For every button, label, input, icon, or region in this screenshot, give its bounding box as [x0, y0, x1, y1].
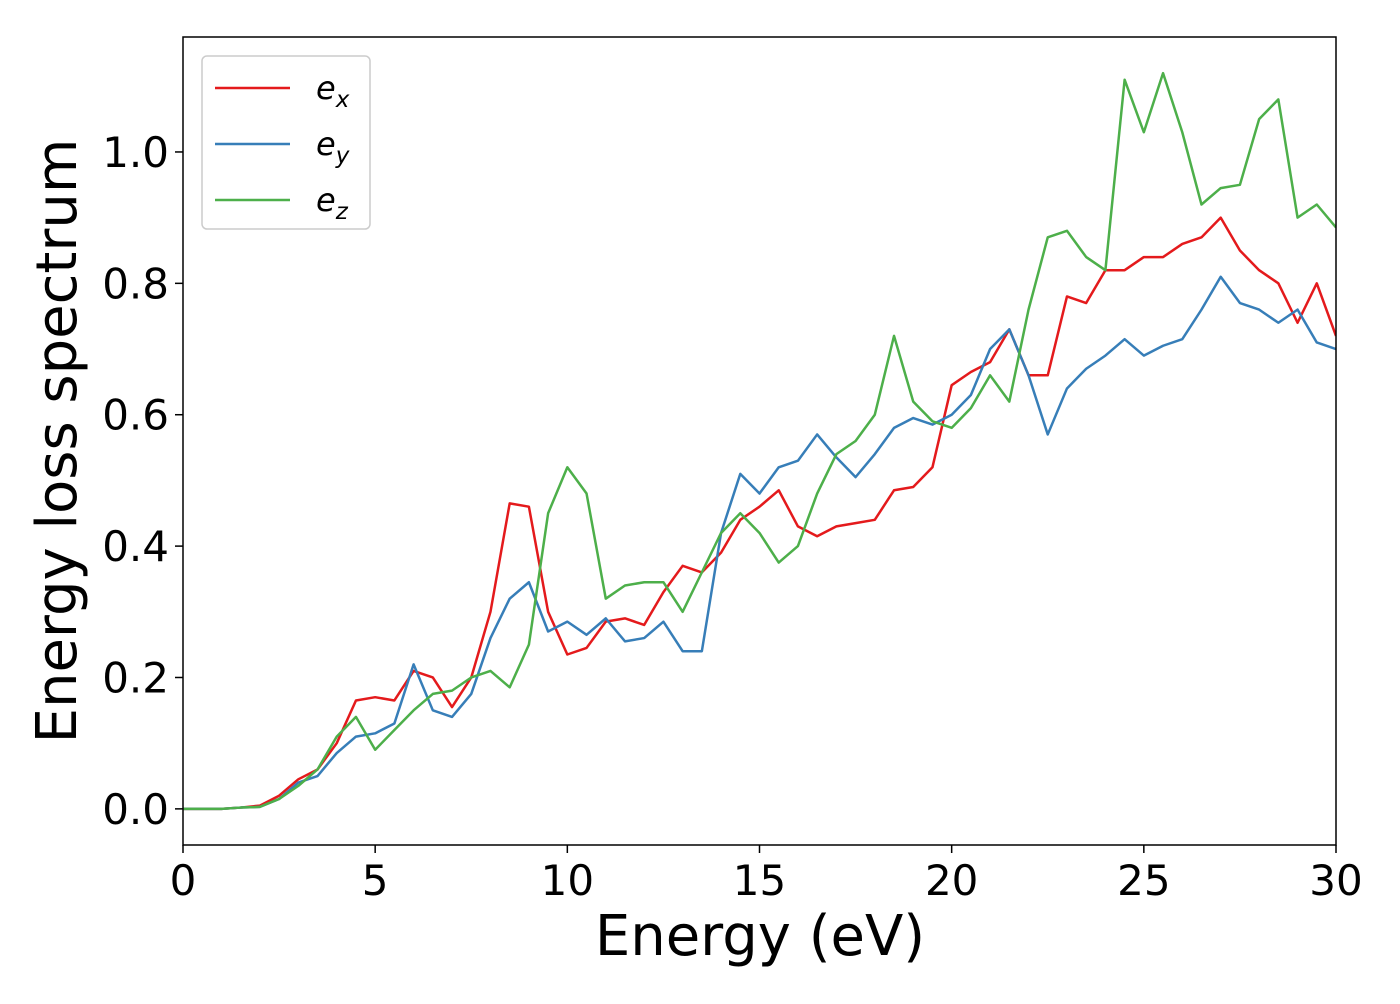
plot-frame	[182, 36, 1337, 846]
legend-name: e	[316, 125, 336, 163]
x-tick-label: 15	[733, 856, 786, 905]
legend-subscript: x	[335, 87, 350, 113]
x-tick-label: 20	[925, 856, 978, 905]
y-tick-label: 0.0	[102, 785, 169, 834]
x-tick-label: 5	[362, 856, 389, 905]
x-tick-label: 10	[541, 856, 594, 905]
x-axis-label: Energy (eV)	[595, 904, 925, 969]
y-axis-label: Energy loss spectrum	[25, 139, 90, 744]
x-tick-label: 0	[170, 856, 197, 905]
legend-box	[201, 55, 371, 230]
legend-name: e	[316, 69, 336, 107]
legend-subscript: z	[335, 199, 349, 225]
y-tick-label: 0.4	[102, 522, 169, 571]
y-tick-label: 0.8	[102, 259, 169, 308]
series-line	[183, 71, 1336, 811]
legend-subscript: y	[335, 143, 350, 169]
legend-label: ez	[316, 181, 349, 225]
y-tick-label: 0.2	[102, 653, 169, 702]
legend-label: ex	[316, 69, 350, 113]
legend-name: e	[316, 181, 336, 219]
series-line	[183, 275, 1336, 811]
y-tick-label: 1.0	[102, 128, 169, 177]
x-tick-label: 30	[1309, 856, 1362, 905]
y-tick-label: 0.6	[102, 391, 169, 440]
series-line	[183, 216, 1336, 811]
legend-label: ey	[316, 125, 350, 169]
x-tick-label: 25	[1117, 856, 1170, 905]
